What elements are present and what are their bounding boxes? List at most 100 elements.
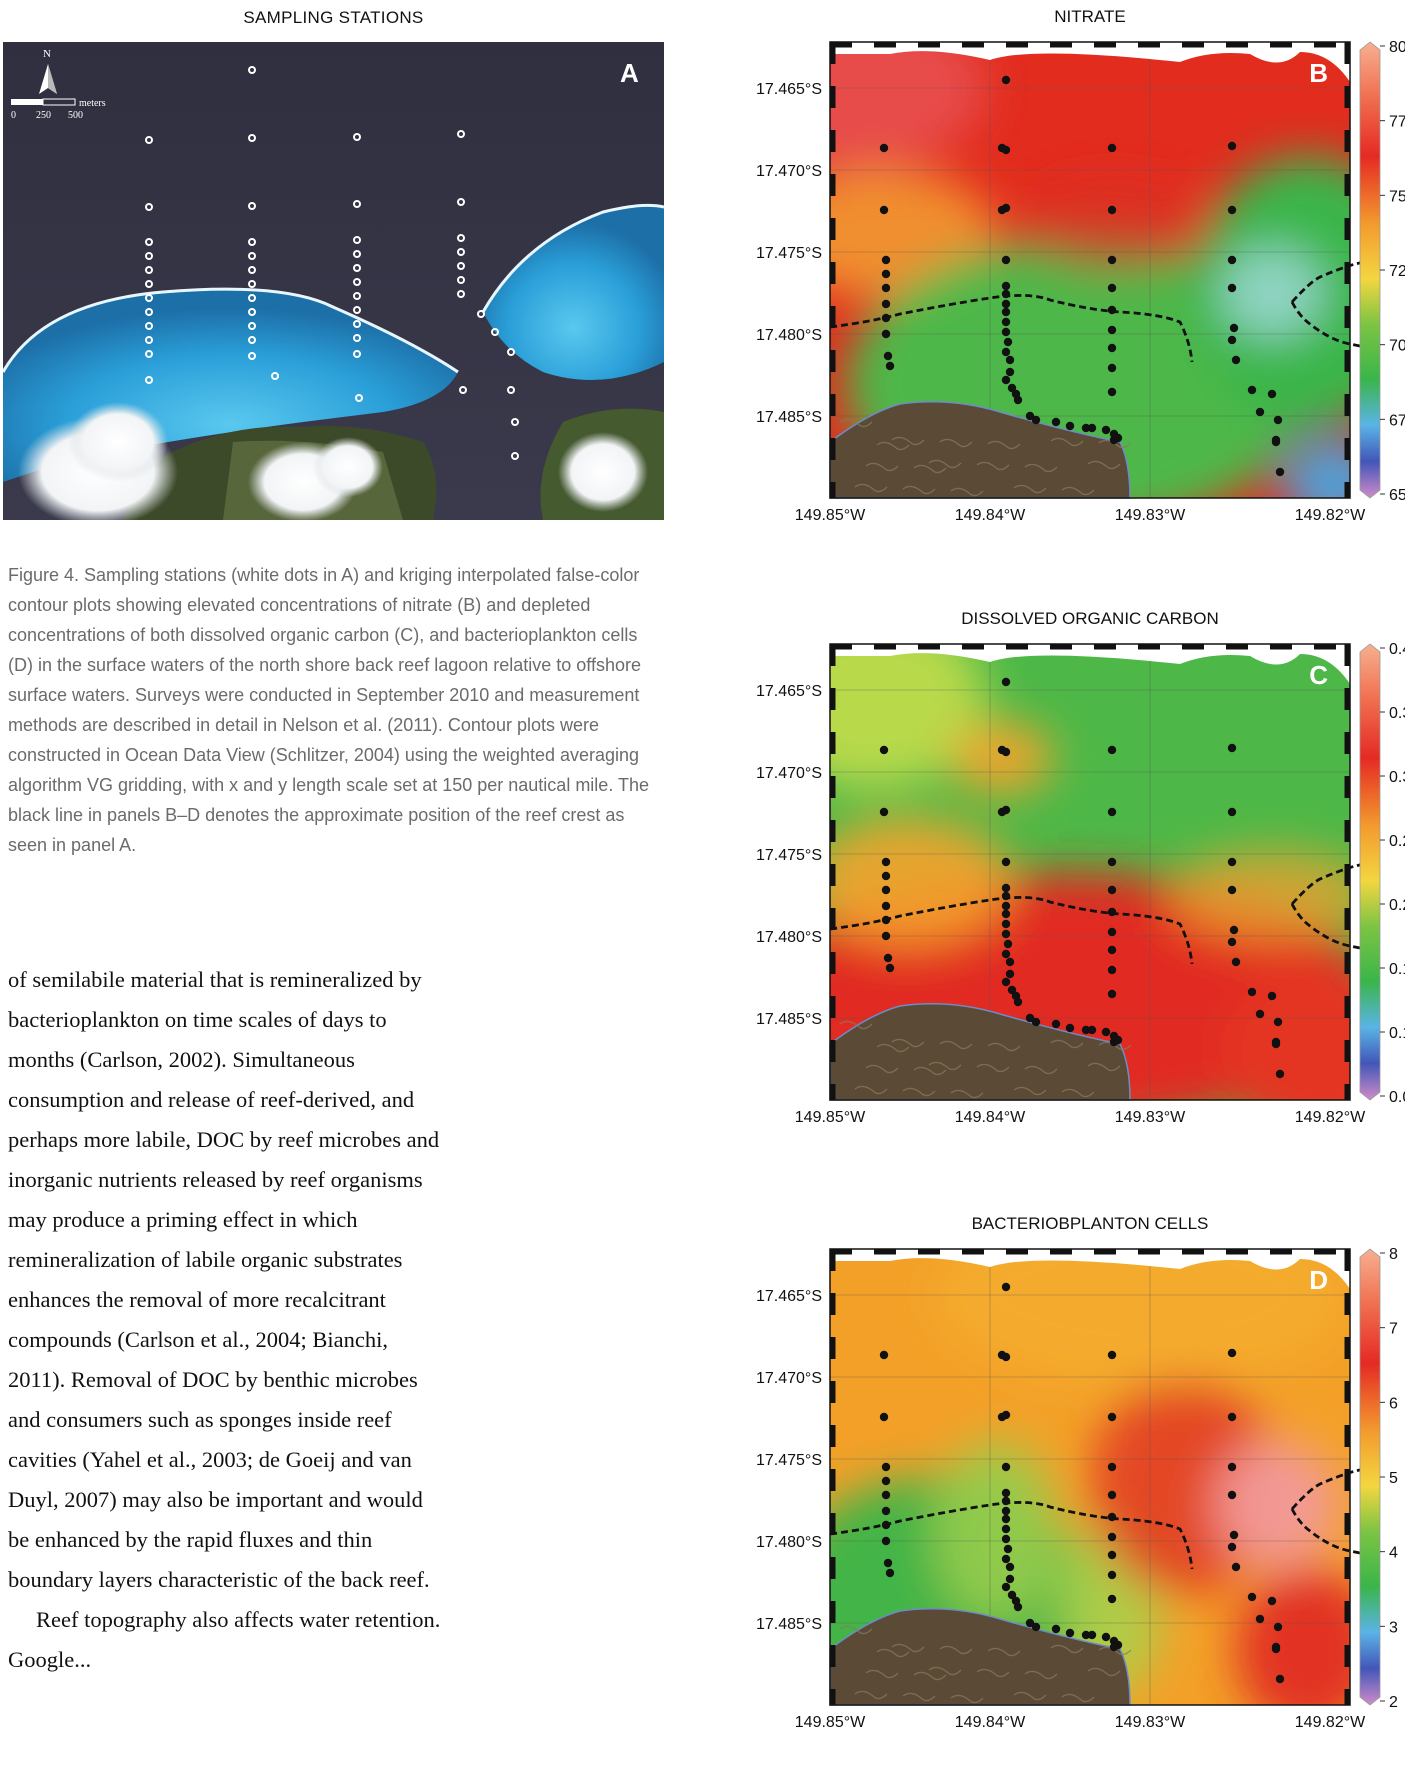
station-dot — [1271, 1037, 1281, 1047]
sampling-stations-satellite-image: N meters 0 250 500 A — [3, 42, 664, 520]
island-land — [829, 401, 1132, 499]
x-tick-label: 149.85°W — [795, 1714, 866, 1731]
station-dot — [881, 871, 891, 881]
island-land — [829, 1003, 1132, 1101]
station-dot — [1025, 1618, 1035, 1628]
station-dot — [881, 1520, 891, 1530]
station-dot — [879, 143, 889, 153]
plot-letter: C — [1309, 660, 1328, 690]
colorbar-tick-label: 2 — [1389, 1694, 1398, 1711]
station-dot — [1107, 205, 1117, 215]
station-dot — [1231, 1562, 1241, 1572]
station-dot — [1227, 1412, 1237, 1422]
station-dot — [1025, 411, 1035, 421]
station-dot — [1001, 929, 1011, 939]
station-dot — [1227, 141, 1237, 151]
map-edge — [830, 1249, 1350, 1289]
plot-frame — [829, 41, 1351, 499]
station-dot — [1107, 1550, 1117, 1560]
plot-title: BACTERIOBPLANTON CELLS — [972, 1214, 1209, 1233]
x-tick-label: 149.84°W — [955, 1109, 1026, 1126]
station-dot — [1001, 1506, 1011, 1516]
y-tick-label: 17.475°S — [756, 847, 822, 864]
map-edge — [830, 644, 1350, 684]
x-tick-label: 149.82°W — [1295, 507, 1366, 524]
station-dot — [1107, 325, 1117, 335]
station-dot — [1255, 1614, 1265, 1624]
station-dot — [885, 361, 895, 371]
x-tick-label: 149.83°W — [1115, 1714, 1186, 1731]
station-dot — [1227, 857, 1237, 867]
station-dot — [1065, 1023, 1075, 1033]
station-dot — [881, 1462, 891, 1472]
station-dot — [1273, 415, 1283, 425]
station-dot — [881, 255, 891, 265]
station-dot — [1267, 389, 1277, 399]
station-dot — [1107, 927, 1117, 937]
station-dot — [1227, 205, 1237, 215]
station-dot — [1001, 1410, 1011, 1420]
station-dot — [1001, 857, 1011, 867]
colorbar-tick-label: 6 — [1389, 1395, 1398, 1412]
station-dot — [881, 901, 891, 911]
station-dot — [879, 1412, 889, 1422]
x-tick-label: 149.85°W — [795, 1109, 866, 1126]
station-dot — [1255, 407, 1265, 417]
station-dot — [1227, 335, 1237, 345]
colorbar-tick-label: 77.5 — [1389, 114, 1405, 131]
station-dot — [1001, 281, 1011, 291]
station-dot — [1013, 1602, 1023, 1612]
plot-title: DISSOLVED ORGANIC CARBON — [961, 609, 1219, 628]
colorbar-tick-label: 0.10 — [1389, 1025, 1405, 1042]
scale-tick-2: 500 — [68, 110, 83, 121]
station-dot — [1005, 1574, 1015, 1584]
station-dot — [1273, 1017, 1283, 1027]
station-dot — [1013, 997, 1023, 1007]
station-dot — [1001, 1352, 1011, 1362]
station-dot — [885, 1568, 895, 1578]
station-dot — [1107, 857, 1117, 867]
station-dot — [1107, 989, 1117, 999]
station-dot — [1107, 343, 1117, 353]
station-dot — [1107, 965, 1117, 975]
x-tick-label: 149.84°W — [955, 507, 1026, 524]
y-tick-label: 17.465°S — [756, 81, 822, 98]
colorbar-tick-label: 0.15 — [1389, 961, 1405, 978]
station-dot — [1275, 1069, 1285, 1079]
station-dot — [1007, 985, 1017, 995]
colorbar-tick-label: 0.40 — [1389, 641, 1405, 658]
station-dot — [1001, 747, 1011, 757]
station-dot — [1087, 1630, 1097, 1640]
station-dot — [1107, 305, 1117, 315]
station-dot — [1005, 1562, 1015, 1572]
station-dot — [1231, 355, 1241, 365]
figure-caption: Figure 4. Sampling stations (white dots … — [8, 565, 650, 855]
y-tick-label: 17.485°S — [756, 1616, 822, 1633]
station-dot — [1113, 1035, 1123, 1045]
station-dot — [1275, 467, 1285, 477]
station-dot — [879, 745, 889, 755]
station-dot — [1107, 907, 1117, 917]
station-dot — [879, 807, 889, 817]
plot-frame — [829, 643, 1351, 1101]
station-dot — [1267, 1596, 1277, 1606]
scale-tick-1: 250 — [36, 110, 51, 121]
station-dot — [1081, 1025, 1091, 1035]
station-dot — [1031, 1622, 1041, 1632]
station-dot — [1001, 1534, 1011, 1544]
station-dot — [1001, 317, 1011, 327]
island-land — [829, 1608, 1132, 1706]
station-dot — [1247, 1592, 1257, 1602]
station-dot — [1107, 745, 1117, 755]
y-tick-label: 17.470°S — [756, 765, 822, 782]
station-dot — [1229, 323, 1239, 333]
station-dot — [1227, 1462, 1237, 1472]
station-dot — [1101, 1027, 1111, 1037]
colorbar — [1359, 1248, 1381, 1706]
station-dot — [1001, 299, 1011, 309]
x-tick-label: 149.83°W — [1115, 1109, 1186, 1126]
y-tick-label: 17.485°S — [756, 409, 822, 426]
station-dot — [883, 953, 893, 963]
panel-a-title: SAMPLING STATIONS — [243, 8, 424, 27]
station-dot — [1001, 891, 1011, 901]
